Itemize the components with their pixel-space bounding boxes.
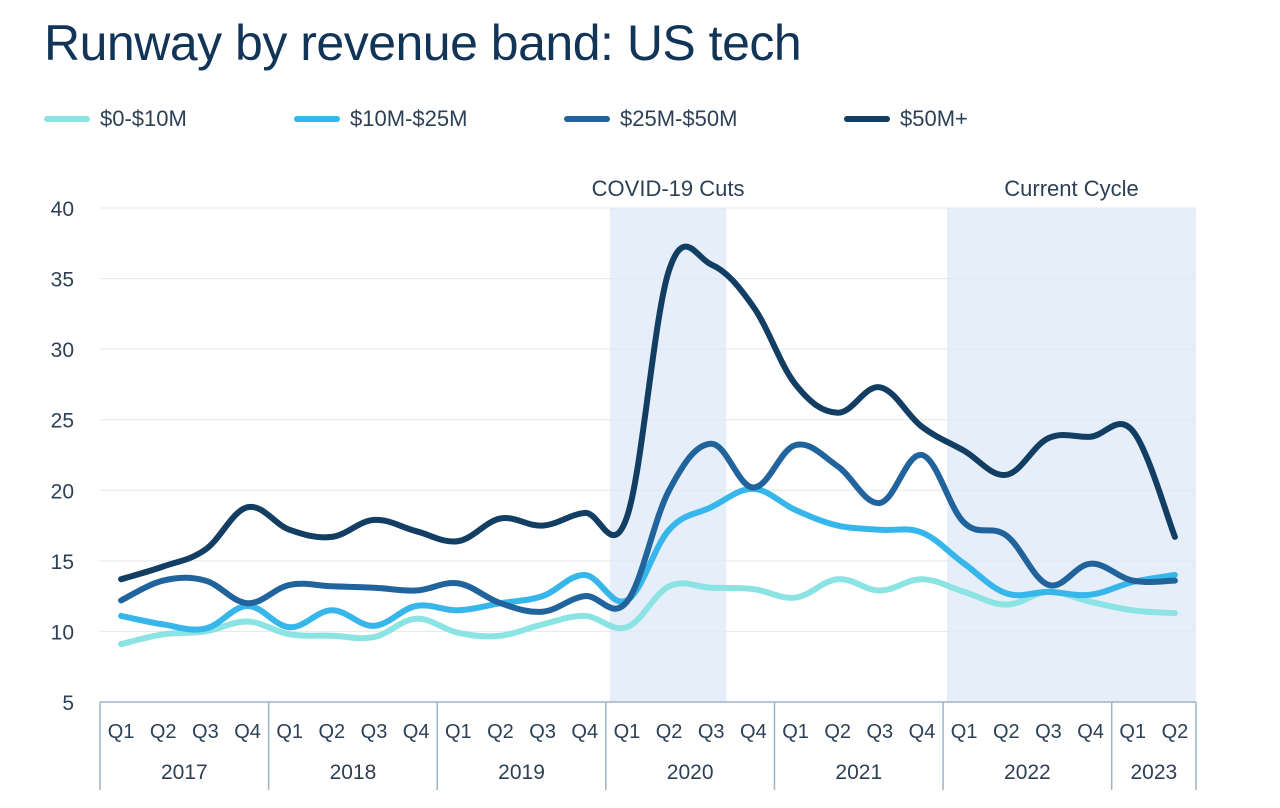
legend-swatch [564, 116, 610, 122]
legend: $0-$10M $10M-$25M $25M-$50M $50M+ [44, 104, 1094, 134]
y-tick-label: 35 [51, 269, 74, 292]
y-tick-label: 10 [51, 621, 74, 644]
annotation-label: COVID-19 Cuts [592, 176, 745, 201]
x-tick-label: Q2 [993, 721, 1020, 743]
legend-label: $25M-$50M [620, 106, 738, 131]
x-tick-label: Q1 [782, 721, 809, 743]
legend-swatch [294, 116, 340, 122]
x-tick-label: Q3 [529, 721, 556, 743]
x-tick-label: Q2 [487, 721, 514, 743]
annotation-band [609, 208, 727, 702]
y-tick-label: 20 [51, 480, 74, 503]
x-tick-label: Q2 [824, 721, 851, 743]
x-tick-label: Q3 [192, 721, 219, 743]
x-tick-label: Q1 [445, 721, 472, 743]
x-tick-label: Q3 [867, 721, 894, 743]
year-label: 2021 [835, 761, 882, 784]
x-tick-label: Q3 [361, 721, 388, 743]
legend-item-10m-25m[interactable]: $10M-$25M [294, 106, 564, 132]
series-line-25m-50m [118, 440, 1178, 615]
legend-swatch [844, 116, 890, 122]
x-tick-label: Q4 [403, 721, 430, 743]
legend-label: $50M+ [900, 106, 968, 131]
series-line-0-10m [118, 576, 1178, 648]
x-tick-label: Q1 [1119, 721, 1146, 743]
legend-item-25m-50m[interactable]: $25M-$50M [564, 106, 844, 132]
y-tick-label: 30 [51, 339, 74, 362]
x-tick-label: Q4 [740, 721, 767, 743]
legend-label: $0-$10M [100, 106, 187, 131]
y-tick-label: 25 [51, 410, 74, 433]
series-line-10m-25m [118, 485, 1178, 633]
year-label: 2018 [330, 761, 377, 784]
year-label: 2017 [161, 761, 208, 784]
x-tick-label: Q1 [614, 721, 641, 743]
x-tick-label: Q2 [319, 721, 346, 743]
legend-item-0-10m[interactable]: $0-$10M [44, 106, 294, 132]
x-tick-label: Q1 [108, 721, 135, 743]
annotation-band [947, 208, 1196, 702]
legend-swatch [44, 116, 90, 122]
y-tick-label: 15 [51, 551, 74, 574]
x-tick-label: Q2 [150, 721, 177, 743]
x-tick-label: Q2 [1162, 721, 1189, 743]
legend-item-50m-plus[interactable]: $50M+ [844, 106, 1094, 132]
year-label: 2020 [667, 761, 714, 784]
x-tick-label: Q4 [571, 721, 598, 743]
x-tick-label: Q4 [234, 721, 261, 743]
chart-title: Runway by revenue band: US tech [44, 15, 802, 71]
legend-label: $10M-$25M [350, 106, 468, 131]
annotation-label: Current Cycle [1004, 176, 1138, 201]
x-tick-label: Q1 [951, 721, 978, 743]
x-tick-label: Q4 [1077, 721, 1104, 743]
x-tick-label: Q4 [909, 721, 936, 743]
x-tick-label: Q3 [698, 721, 725, 743]
x-tick-label: Q3 [1035, 721, 1062, 743]
x-tick-label: Q1 [276, 721, 303, 743]
y-tick-label: 5 [62, 692, 74, 715]
year-label: 2022 [1004, 761, 1051, 784]
year-label: 2019 [498, 761, 545, 784]
x-tick-label: Q2 [656, 721, 683, 743]
series-line-50m-plus [118, 243, 1178, 583]
year-label: 2023 [1130, 761, 1177, 784]
y-tick-label: 40 [51, 198, 74, 221]
